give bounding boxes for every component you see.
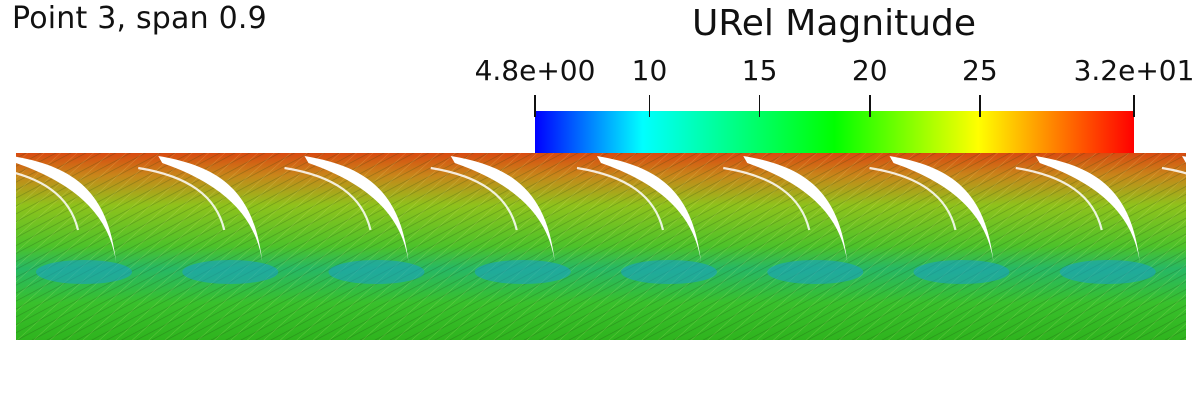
legend-tick-mark: [868, 95, 871, 117]
blade-profile: [158, 156, 263, 262]
blade-wake-streak: [1015, 166, 1103, 231]
low-velocity-patch: [182, 260, 279, 284]
legend-tick-mark: [1133, 95, 1135, 117]
blade-wake-streak: [723, 166, 811, 231]
blade-profile: [450, 156, 555, 262]
low-velocity-patch: [621, 260, 717, 284]
blade-wake-streak: [576, 166, 665, 231]
colorbar: [535, 111, 1134, 153]
blade-wake-streak: [430, 166, 518, 231]
blade-profile: [304, 156, 409, 262]
blade-profiles: [0, 156, 1200, 262]
field-right-margin: [1186, 153, 1200, 343]
legend-tick-mark: [979, 95, 981, 117]
blade-wake-streak: [1161, 166, 1200, 180]
legend-tick-mark: [648, 95, 651, 117]
legend-tick-label: 15: [741, 54, 778, 87]
blade-profile: [743, 156, 848, 262]
legend-tick-label: 4.8e+00: [474, 54, 596, 87]
legend-tick-label: 25: [962, 54, 998, 87]
legend-title: URel Magnitude: [691, 3, 977, 44]
blade-wake-streak: [869, 166, 957, 231]
legend-tick-label: 20: [851, 54, 888, 87]
legend-tick-label: 10: [631, 54, 668, 87]
low-velocity-patch: [474, 260, 571, 284]
blade-wake-streak: [284, 166, 372, 231]
legend-tick-mark: [758, 95, 761, 117]
low-velocity-patch: [36, 260, 132, 284]
blade-profile: [597, 156, 701, 262]
low-velocity-patch: [767, 260, 864, 284]
low-velocity-patch: [1059, 260, 1156, 284]
legend-tick-label: 3.2e+01: [1073, 54, 1195, 87]
field-highlight-overlay: [16, 153, 1186, 340]
field-left-margin: [0, 153, 16, 343]
blade-profile: [889, 156, 994, 262]
field-domain: [0, 153, 1200, 340]
low-velocity-patch: [913, 260, 1010, 284]
legend-tick-mark: [534, 95, 536, 117]
blade-wake-streak: [138, 166, 226, 231]
low-velocity-patch: [328, 260, 425, 284]
blade-profile: [1035, 156, 1140, 262]
blade-profile: [12, 156, 116, 262]
view-title: Point 3, span 0.9: [12, 1, 267, 36]
low-velocity-patches: [36, 260, 1156, 284]
